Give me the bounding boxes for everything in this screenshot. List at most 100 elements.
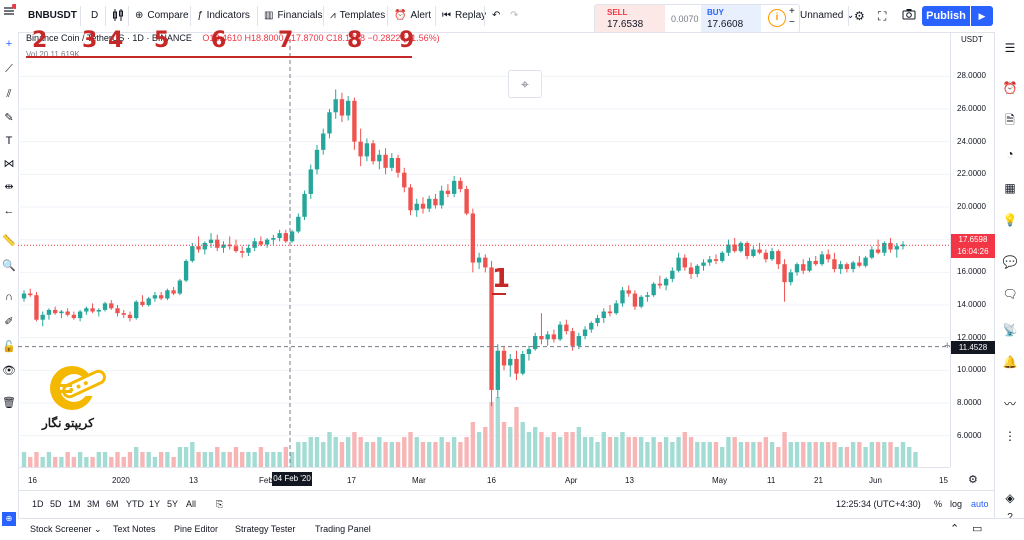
chat-icon[interactable]: 💬 [1002, 255, 1018, 269]
brush-icon[interactable]: ✎ [4, 112, 14, 124]
tab-stock-screener[interactable]: Stock Screener ⌄ [30, 524, 102, 535]
time-tick: May [712, 476, 728, 485]
volume-bar [414, 437, 419, 467]
measure-icon[interactable]: ⇹ [4, 181, 14, 193]
pattern-icon[interactable]: ⋈ [3, 158, 15, 170]
percent-toggle[interactable]: % [934, 499, 943, 509]
range-button[interactable]: 3M [87, 499, 100, 509]
eye-icon[interactable]: 👁 [2, 365, 16, 377]
range-button[interactable]: All [186, 499, 197, 509]
volume-bar [427, 442, 432, 467]
range-button[interactable]: 5Y [167, 499, 179, 509]
ruler-icon[interactable]: 📏 [2, 235, 16, 247]
financials-button[interactable]: ▥ Financials [264, 8, 322, 24]
volume-bar [850, 442, 856, 467]
data-window-icon[interactable]: 🗎 [1005, 113, 1015, 127]
tab-pine-editor[interactable]: Pine Editor [174, 524, 219, 534]
time-tick: Apr [565, 476, 578, 485]
magnet-icon[interactable]: ∩ [5, 291, 13, 303]
range-button[interactable]: 1M [68, 499, 81, 509]
redo-icon[interactable]: ↷ [510, 10, 519, 21]
order-panel-icon[interactable]: 〰 [1003, 397, 1016, 411]
candle-body [246, 247, 251, 253]
play-icon[interactable]: ▶ [970, 6, 993, 26]
alerts-icon[interactable]: ⏰ [1002, 81, 1018, 95]
settings-gear-icon[interactable]: ⚙ [854, 9, 865, 23]
volume-bar [402, 437, 407, 467]
streams-icon[interactable]: 📡 [1002, 323, 1018, 337]
symbol-description[interactable]: Binance Coin / TetherUS · 1D · BINANCE [26, 33, 192, 43]
collapse-icon[interactable]: ⌃ [950, 523, 960, 535]
info-icon[interactable]: i [768, 9, 786, 27]
indicators-button[interactable]: ƒ Indicators [197, 8, 250, 24]
candle-style-icon[interactable] [112, 8, 124, 24]
range-button[interactable]: YTD [126, 499, 144, 509]
volume-bar [358, 437, 363, 467]
candle-body [370, 143, 376, 162]
fullscreen-icon[interactable]: ⛶ [878, 9, 887, 23]
candle-body [102, 303, 108, 310]
interval-button[interactable]: D [91, 10, 99, 21]
candle-body [495, 350, 500, 390]
add-plus-icon[interactable]: + [944, 340, 951, 352]
undo-icon[interactable]: ↶ [492, 10, 501, 21]
candle-body [77, 311, 83, 319]
arrow-left-icon[interactable]: ← [3, 205, 15, 217]
text-icon[interactable]: T [5, 135, 13, 147]
camera-icon[interactable] [902, 8, 916, 24]
hotlist-icon[interactable]: ◔ [1006, 147, 1014, 161]
pitchfork-icon[interactable]: ⫽ [6, 88, 12, 100]
layers-icon[interactable]: ◈ [1005, 491, 1015, 505]
candle-body [377, 154, 382, 162]
candle-body [788, 272, 793, 283]
lock-icon[interactable]: 🔓 [2, 341, 16, 353]
clock-display[interactable]: 12:25:34 (UTC+4:30) [836, 499, 921, 509]
range-button[interactable]: 5D [50, 499, 62, 509]
plus-minus-icon[interactable]: + − [789, 6, 795, 28]
dom-icon[interactable]: ⋮ [1004, 429, 1016, 443]
range-button[interactable]: 1Y [149, 499, 161, 509]
tab-text-notes[interactable]: Text Notes [113, 524, 156, 534]
help-icon[interactable]: ? [1002, 510, 1018, 526]
menu-icon[interactable] [2, 3, 18, 20]
calendar-icon[interactable]: ▦ [1004, 181, 1016, 195]
candle-body [146, 298, 151, 305]
auto-toggle[interactable]: auto [971, 499, 989, 509]
templates-button[interactable]: ⩘ Templates [330, 8, 385, 24]
layout-name[interactable]: Unnamed ⌄ [800, 8, 855, 24]
messages-icon[interactable]: 🗨 [1002, 287, 1018, 301]
crosshair-widget-icon[interactable]: ⌖ [508, 70, 542, 98]
log-toggle[interactable]: log [950, 499, 963, 509]
time-axis[interactable]: 16 2020 13 Feb 17 Mar 16 Apr 13 May 11 21 Jun 15 04 F… [18, 467, 950, 488]
goto-date-icon[interactable]: ⎘ [216, 499, 224, 509]
watchlist-icon[interactable]: ☰ [1004, 41, 1016, 55]
candle-body [676, 257, 681, 271]
candle-body [589, 322, 594, 330]
zoom-in-icon[interactable]: 🔍 [2, 260, 16, 272]
right-sidebar: ☰ ⏰ 🗎 ◔ ▦ 💡 💬 🗨 📡 🔔 〰 ⋮ ◈ ? [994, 32, 1024, 523]
notifications-icon[interactable]: 🔔 [1002, 355, 1018, 369]
favorites-icon[interactable]: ⊕ [2, 512, 16, 526]
trash-icon[interactable]: 🗑 [2, 397, 16, 409]
trend-line-icon[interactable]: ⟋ [5, 63, 13, 75]
tab-strategy-tester[interactable]: Strategy Tester [235, 524, 296, 534]
lock-pencil-icon[interactable]: ✐ [4, 316, 14, 328]
publish-button[interactable]: Publish [922, 6, 970, 26]
volume-bar [102, 452, 108, 467]
price-chart[interactable] [18, 32, 950, 467]
compare-button[interactable]: ⊕ Compare [135, 8, 189, 24]
maximize-icon[interactable]: ▭ [972, 523, 983, 535]
buy-button[interactable]: BUY 17.6608 [701, 5, 761, 32]
replay-button[interactable]: ⏮ Replay [442, 8, 486, 24]
scale-settings-gear-icon[interactable]: ⚙ [968, 474, 978, 486]
range-button[interactable]: 6M [106, 499, 119, 509]
crosshair-icon[interactable]: + [5, 38, 13, 50]
volume-bar [676, 437, 681, 467]
alert-button[interactable]: ⏰ Alert [394, 8, 431, 24]
price-scale[interactable]: USDT 28.0000 26.0000 24.0000 22.0000 20.0000… [950, 32, 995, 467]
range-button[interactable]: 1D [32, 499, 44, 509]
sell-button[interactable]: SELL 17.6538 [595, 5, 665, 32]
tab-trading-panel[interactable]: Trading Panel [315, 524, 371, 534]
symbol-search[interactable]: BNBUSDT [28, 10, 77, 21]
ideas-icon[interactable]: 💡 [1002, 213, 1018, 227]
